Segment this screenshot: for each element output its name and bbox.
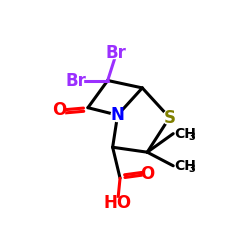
Text: Br: Br	[65, 72, 86, 90]
Text: CH: CH	[174, 127, 196, 141]
Text: S: S	[164, 108, 175, 126]
Text: O: O	[52, 101, 66, 119]
Text: Br: Br	[106, 44, 127, 62]
Bar	[110, 198, 125, 208]
Text: 3: 3	[188, 164, 195, 174]
Text: HO: HO	[104, 194, 132, 212]
Bar	[54, 106, 64, 115]
Text: CH: CH	[174, 159, 196, 173]
Circle shape	[111, 109, 124, 122]
Bar	[109, 48, 124, 58]
Bar	[142, 170, 152, 179]
Bar	[68, 75, 83, 86]
Text: O: O	[140, 166, 154, 184]
Text: 3: 3	[188, 132, 195, 142]
Text: N: N	[111, 106, 124, 124]
Circle shape	[162, 111, 176, 124]
